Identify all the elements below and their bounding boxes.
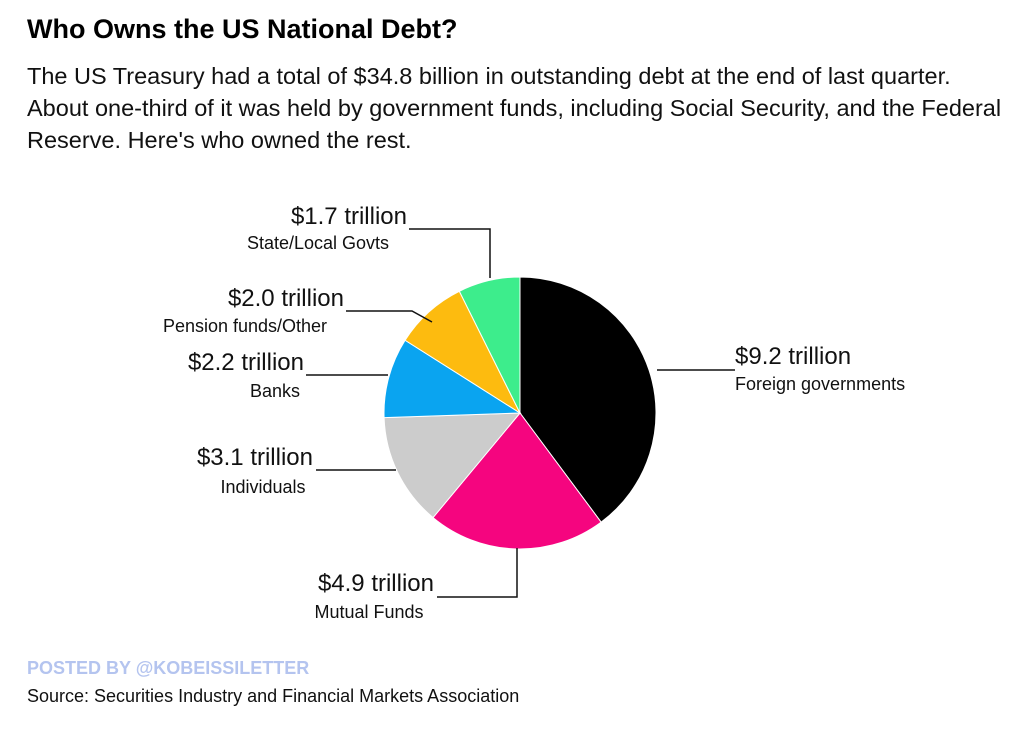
value-label-banks: $2.2 trillion xyxy=(188,349,304,376)
chart-subtitle: The US Treasury had a total of $34.8 bil… xyxy=(27,63,1002,153)
pie-slice-individuals xyxy=(383,412,522,519)
value-label-pension: $2.0 trillion xyxy=(228,285,344,312)
pie-slice-state-local-govts xyxy=(458,276,521,414)
posted-by: POSTED BY @KOBEISSILETTER xyxy=(27,658,310,678)
chart-title: Who Owns the US National Debt? xyxy=(27,14,458,44)
source-note: Source: Securities Industry and Financia… xyxy=(27,686,520,706)
category-label-state: State/Local Govts xyxy=(247,233,389,253)
category-label-individuals: Individuals xyxy=(220,477,305,497)
category-label-mutual: Mutual Funds xyxy=(314,602,423,622)
pie-slice-foreign-governments xyxy=(519,276,657,523)
value-label-individuals: $3.1 trillion xyxy=(197,444,313,471)
value-label-state: $1.7 trillion xyxy=(291,203,407,230)
pie-slice-banks xyxy=(383,339,522,419)
leader-line-pension xyxy=(346,310,433,323)
category-label-pension: Pension funds/Other xyxy=(163,316,327,336)
leader-line-mutual xyxy=(437,548,518,598)
value-label-mutual: $4.9 trillion xyxy=(318,570,434,597)
value-label-foreign: $9.2 trillion xyxy=(735,343,851,370)
category-label-banks: Banks xyxy=(250,381,300,401)
leader-line-state xyxy=(409,228,491,278)
category-label-foreign: Foreign governments xyxy=(735,374,905,394)
